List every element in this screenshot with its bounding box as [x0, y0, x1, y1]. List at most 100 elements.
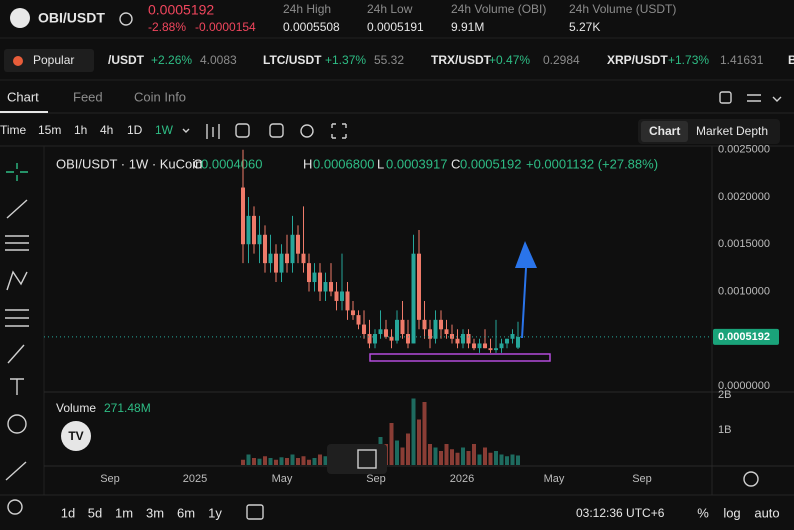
x-tick-label: 2026 [450, 473, 474, 485]
ticker-pair[interactable]: XRP/USDT [607, 53, 668, 67]
tab[interactable]: Feed [73, 89, 103, 104]
trendline-tool[interactable] [6, 199, 28, 219]
candle-body [367, 334, 372, 344]
volume-bar [488, 452, 493, 465]
x-tick-label: Sep [100, 473, 120, 485]
ticker-price: 1.41631 [720, 53, 764, 67]
view-depth[interactable]: Market Depth [696, 124, 768, 138]
volume-bar [301, 456, 306, 465]
interval[interactable]: 1h [74, 123, 87, 137]
brush-tool[interactable] [7, 344, 25, 364]
range-button[interactable]: 6m [177, 505, 195, 520]
stat-value: 5.27K [569, 20, 600, 34]
ticker-pair[interactable]: LTC/USDT [263, 53, 322, 67]
volume-bar [274, 459, 278, 465]
scale-option[interactable]: % [697, 505, 709, 520]
change-abs: -0.0000154 [195, 20, 256, 34]
candle-body [384, 329, 388, 337]
volume-bar [318, 454, 322, 465]
volume-bar [499, 454, 504, 465]
candle-body [516, 336, 520, 348]
support-box[interactable] [369, 353, 551, 362]
range-button[interactable]: 1m [115, 505, 133, 520]
tab[interactable]: Chart [7, 89, 39, 104]
interval[interactable]: 4h [100, 123, 113, 137]
view-chart[interactable]: Chart [649, 124, 680, 138]
candle-body [323, 282, 328, 292]
ohlc-key: H [303, 156, 312, 171]
candle-body [461, 334, 465, 344]
interval-dropdown[interactable] [182, 128, 190, 133]
fullscreen-icon[interactable] [719, 91, 732, 104]
candle-body [417, 253, 421, 320]
time-settings[interactable] [743, 471, 759, 487]
range-button[interactable]: 1d [61, 505, 75, 520]
volume-bar [483, 447, 487, 465]
fib-tool[interactable] [5, 235, 29, 251]
candle-body [378, 329, 383, 335]
x-tick-label: 2025 [183, 473, 207, 485]
select-tool[interactable] [357, 449, 377, 469]
volume-bar [505, 456, 509, 465]
ticker-pair[interactable]: /USDT [108, 53, 145, 67]
volume-bar [433, 447, 438, 465]
collapse-icon[interactable] [772, 96, 782, 102]
candle-body [329, 282, 333, 292]
tradingview-logo[interactable] [61, 421, 91, 451]
volume-bar [312, 458, 317, 465]
text-tool[interactable] [10, 378, 24, 395]
settings-icon[interactable] [300, 124, 314, 138]
candle-body [439, 319, 443, 330]
candle-body [290, 234, 295, 264]
candle-body [285, 253, 289, 264]
volume-bar [323, 456, 328, 465]
interval[interactable]: 1D [127, 123, 143, 137]
ruler-tool[interactable] [5, 461, 27, 481]
interval[interactable]: 1W [155, 123, 174, 137]
crosshair-tool[interactable] [6, 163, 28, 181]
expand-icon[interactable] [331, 123, 347, 139]
volume-bar [450, 449, 454, 465]
prediction-tool[interactable] [5, 309, 29, 327]
zoom-tool[interactable] [7, 499, 23, 515]
scale-option[interactable]: log [723, 505, 740, 520]
tab[interactable]: Coin Info [134, 89, 186, 104]
stat-label: 24h Volume (USDT) [569, 2, 676, 16]
stat-label: 24h Volume (OBI) [451, 2, 546, 16]
indicator-icon[interactable] [235, 123, 250, 138]
pattern-tool[interactable] [6, 270, 28, 291]
candle-type-icon[interactable] [206, 124, 220, 139]
candle-body [499, 343, 504, 349]
scale-option[interactable]: auto [754, 505, 779, 520]
range-button[interactable]: 1y [208, 505, 222, 520]
volume-bar [307, 459, 311, 465]
date-range-icon[interactable] [246, 504, 264, 520]
volume-bar [516, 455, 520, 465]
candle-body [472, 343, 476, 349]
candle-body [373, 334, 377, 344]
range-button[interactable]: 3m [146, 505, 164, 520]
active-tab-underline [0, 111, 48, 113]
candle-body [296, 234, 300, 254]
candle-body [340, 291, 344, 301]
pair[interactable]: OBI/USDT [38, 10, 105, 26]
popular-button[interactable] [4, 49, 94, 72]
compare-icon[interactable] [269, 123, 284, 138]
pair-dropdown[interactable] [119, 12, 133, 26]
range-button[interactable]: 5d [88, 505, 102, 520]
interval[interactable]: 15m [38, 123, 61, 137]
candle-body [422, 319, 427, 330]
volume-bar [439, 451, 443, 465]
emoji-tool[interactable] [7, 414, 27, 434]
ohlc-key: O [193, 156, 203, 171]
volume-tick-label: 1B [718, 424, 731, 436]
up-arrow[interactable] [515, 241, 537, 338]
candle-body [268, 253, 273, 264]
volume-bar [472, 444, 476, 465]
ticker-pair[interactable]: TRX/USDT [431, 53, 492, 67]
ticker-pair[interactable]: B [788, 53, 794, 67]
candle-body [483, 343, 487, 349]
stat-value: 0.0005508 [283, 20, 340, 34]
popular-label: Popular [33, 53, 74, 67]
settings-icon[interactable] [747, 94, 761, 102]
